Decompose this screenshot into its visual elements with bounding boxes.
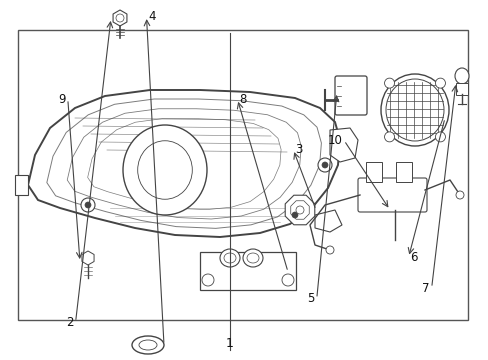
- Text: 2: 2: [66, 316, 73, 329]
- Circle shape: [81, 198, 95, 212]
- Ellipse shape: [454, 68, 468, 84]
- Ellipse shape: [385, 79, 443, 141]
- Circle shape: [321, 162, 327, 168]
- Circle shape: [384, 132, 394, 142]
- Circle shape: [295, 206, 304, 214]
- Circle shape: [384, 78, 394, 88]
- Ellipse shape: [138, 141, 192, 199]
- Text: 4: 4: [148, 10, 156, 23]
- Ellipse shape: [224, 253, 236, 263]
- Circle shape: [282, 274, 293, 286]
- Polygon shape: [290, 201, 308, 219]
- Text: 5: 5: [307, 292, 314, 305]
- Circle shape: [325, 246, 333, 254]
- Polygon shape: [82, 251, 94, 265]
- Ellipse shape: [220, 249, 240, 267]
- FancyBboxPatch shape: [455, 83, 467, 95]
- Circle shape: [455, 191, 463, 199]
- Text: 10: 10: [326, 134, 342, 147]
- FancyBboxPatch shape: [334, 76, 366, 115]
- Ellipse shape: [243, 249, 263, 267]
- Ellipse shape: [246, 253, 259, 263]
- Polygon shape: [329, 128, 357, 162]
- Polygon shape: [314, 210, 341, 232]
- FancyBboxPatch shape: [395, 162, 411, 182]
- Circle shape: [291, 212, 297, 218]
- Circle shape: [435, 78, 445, 88]
- Text: 6: 6: [410, 251, 417, 264]
- Ellipse shape: [132, 336, 163, 354]
- Text: 3: 3: [295, 143, 302, 156]
- Text: 1: 1: [225, 337, 233, 350]
- Polygon shape: [285, 195, 314, 225]
- FancyBboxPatch shape: [365, 162, 381, 182]
- Circle shape: [202, 274, 214, 286]
- Bar: [200, 252, 295, 290]
- Circle shape: [116, 14, 124, 22]
- Circle shape: [435, 132, 445, 142]
- FancyBboxPatch shape: [357, 178, 426, 212]
- Polygon shape: [15, 175, 28, 195]
- Circle shape: [287, 208, 302, 222]
- Text: 7: 7: [421, 282, 429, 294]
- Ellipse shape: [380, 74, 448, 146]
- Bar: [18, 30, 467, 320]
- Ellipse shape: [139, 340, 157, 350]
- Polygon shape: [113, 10, 127, 26]
- Circle shape: [85, 202, 91, 208]
- Circle shape: [317, 158, 331, 172]
- Text: 8: 8: [239, 93, 246, 105]
- Polygon shape: [28, 90, 339, 237]
- Ellipse shape: [123, 125, 206, 215]
- Text: 9: 9: [58, 93, 66, 105]
